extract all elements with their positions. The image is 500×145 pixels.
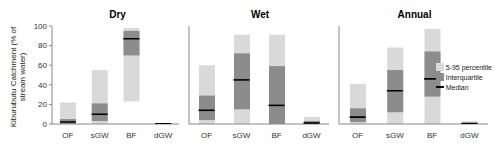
svg-text:60: 60 <box>38 61 47 70</box>
svg-text:OF: OF <box>352 131 363 138</box>
svg-text:100: 100 <box>34 22 48 31</box>
html-text:5-95 percentile: 5-95 percentile <box>445 63 492 71</box>
svg-text:sGW: sGW <box>91 131 109 138</box>
svg-text:dGW: dGW <box>154 131 173 138</box>
html-text:Dry: Dry <box>109 9 126 20</box>
svg-text:sGW: sGW <box>233 131 251 138</box>
svg-text:dGW: dGW <box>302 131 321 138</box>
svg-text:40: 40 <box>38 81 47 90</box>
svg-text:BF: BF <box>271 131 281 138</box>
svg-text:BF: BF <box>126 131 136 138</box>
svg-text:80: 80 <box>38 41 47 50</box>
html-text:Annual: Annual <box>397 9 432 20</box>
svg-text:20: 20 <box>38 100 47 109</box>
html-text:Interquartile: Interquartile <box>445 73 483 81</box>
html-text:Wet: Wet <box>250 9 270 20</box>
svg-text:BF: BF <box>427 131 437 138</box>
html-text:Median: Median <box>445 83 469 91</box>
svg-text:0: 0 <box>43 120 48 129</box>
html-text:Kiburubutu Catchment (% of str: Kiburubutu Catchment (% of stream water) <box>9 26 27 128</box>
svg-text:OF: OF <box>201 131 212 138</box>
svg-text:dGW: dGW <box>460 131 479 138</box>
svg-text:sGW: sGW <box>386 131 404 138</box>
svg-text:OF: OF <box>62 131 73 138</box>
